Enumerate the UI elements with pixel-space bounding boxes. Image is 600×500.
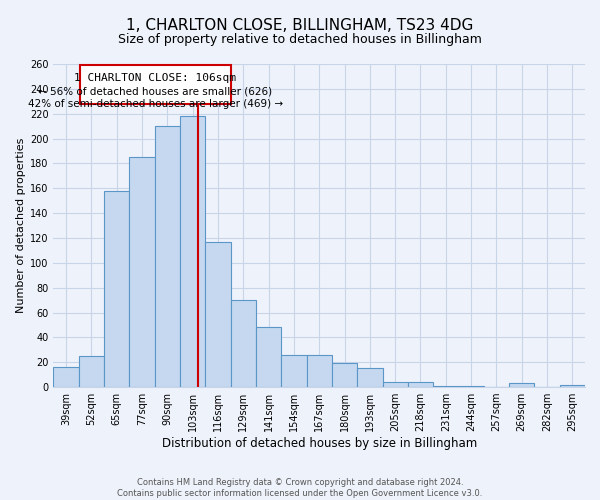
Bar	[155, 126, 180, 387]
Y-axis label: Number of detached properties: Number of detached properties	[16, 138, 26, 313]
Text: ← 56% of detached houses are smaller (626): ← 56% of detached houses are smaller (62…	[38, 86, 272, 97]
Bar	[560, 384, 585, 387]
Bar	[80, 65, 230, 104]
Bar	[79, 356, 104, 387]
Text: Contains HM Land Registry data © Crown copyright and database right 2024.
Contai: Contains HM Land Registry data © Crown c…	[118, 478, 482, 498]
Bar	[332, 364, 357, 387]
Bar	[307, 355, 332, 387]
Bar	[433, 386, 458, 387]
X-axis label: Distribution of detached houses by size in Billingham: Distribution of detached houses by size …	[161, 437, 477, 450]
Bar	[230, 300, 256, 387]
Bar	[256, 328, 281, 387]
Bar	[104, 190, 130, 387]
Text: 42% of semi-detached houses are larger (469) →: 42% of semi-detached houses are larger (…	[28, 99, 283, 109]
Bar	[383, 382, 408, 387]
Bar	[205, 242, 230, 387]
Text: 1, CHARLTON CLOSE, BILLINGHAM, TS23 4DG: 1, CHARLTON CLOSE, BILLINGHAM, TS23 4DG	[127, 18, 473, 32]
Bar	[130, 157, 155, 387]
Bar	[281, 355, 307, 387]
Text: 1 CHARLTON CLOSE: 106sqm: 1 CHARLTON CLOSE: 106sqm	[74, 72, 236, 83]
Bar	[357, 368, 383, 387]
Bar	[53, 367, 79, 387]
Bar	[509, 384, 535, 387]
Text: Size of property relative to detached houses in Billingham: Size of property relative to detached ho…	[118, 32, 482, 46]
Bar	[408, 382, 433, 387]
Bar	[180, 116, 205, 387]
Bar	[458, 386, 484, 387]
